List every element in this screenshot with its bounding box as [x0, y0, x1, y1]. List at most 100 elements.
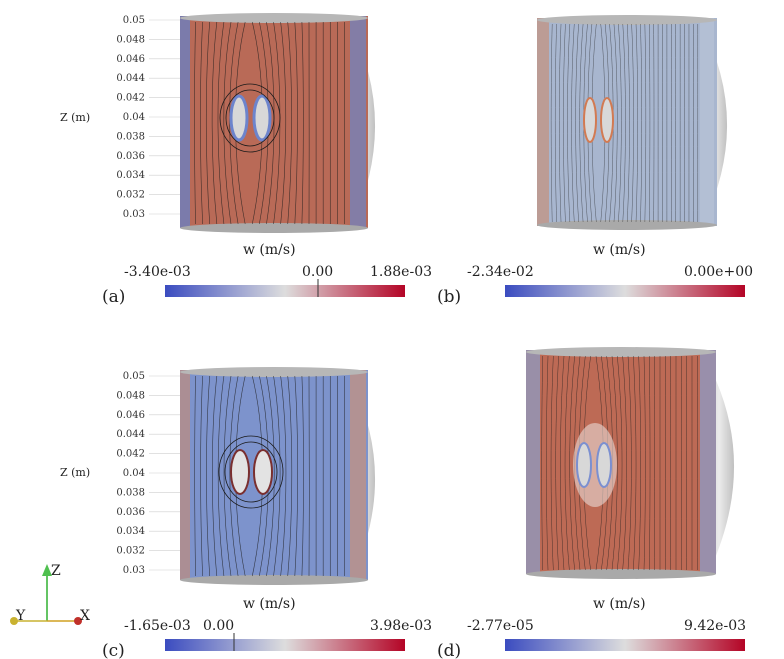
streamline: [571, 23, 575, 223]
streamline: [280, 375, 287, 577]
triad-y-label: Y: [15, 608, 26, 624]
streamline: [618, 23, 622, 223]
streamlines-c: [194, 375, 345, 577]
panel-c: 0.05 0.048 0.046 0.044 0.042 0.04 0.038 0.036 0.…: [60, 367, 432, 659]
streamline: [212, 375, 218, 577]
panel-a: 0.05 0.048 0.046 0.044 0.042 0.04 0.038 0.036 0.…: [60, 13, 432, 307]
streamline: [541, 355, 543, 571]
streamline: [546, 355, 549, 571]
colorbar-max-a: 1.88e-03: [370, 264, 432, 280]
z-tick-label: 0.04: [123, 112, 145, 123]
z-tick-label: 0.038: [116, 487, 145, 498]
panel-label-c: (c): [102, 641, 125, 659]
streamline: [229, 375, 239, 577]
droplets-d: [573, 423, 617, 507]
streamline: [622, 23, 626, 223]
panel-label-a: (a): [102, 287, 125, 307]
colorbar-max-c: 3.98e-03: [370, 618, 432, 634]
streamline: [649, 355, 651, 571]
colorbar-title-c: w (m/s): [243, 596, 296, 612]
z-tick-label: 0.032: [116, 190, 145, 201]
z-tick-label: 0.04: [123, 468, 145, 479]
streamline: [550, 23, 553, 223]
streamline: [554, 23, 557, 223]
z-tick-label: 0.044: [116, 73, 145, 84]
panel-label-d: (d): [437, 641, 461, 659]
cylinder-bottom-b: [537, 220, 717, 230]
streamline: [194, 21, 196, 225]
z-tick-label: 0.05: [123, 15, 145, 26]
streamline: [640, 23, 643, 223]
z-tick-label: 0.048: [116, 390, 145, 401]
cylinder-bottom-d: [526, 569, 716, 579]
colorbar-max-d: 9.42e-03: [684, 618, 746, 634]
streamline: [567, 23, 571, 223]
x-arrow-head-icon: [74, 617, 82, 625]
z-axis-ticks-a: 0.05 0.048 0.046 0.044 0.042 0.04 0.038 0.036 0.…: [116, 15, 180, 220]
cylinder-top-a: [180, 13, 368, 23]
colorbar-c: [165, 639, 405, 651]
streamline: [644, 23, 647, 223]
cylinder-bottom-c: [180, 575, 368, 585]
colorbar-mid-a: 0.00: [302, 264, 333, 280]
cylinder-top-c: [180, 367, 368, 377]
streamline: [638, 355, 641, 571]
streamline: [287, 21, 292, 225]
streamline: [211, 21, 218, 225]
streamline: [627, 355, 632, 571]
colorbar-min-a: -3.40e-03: [124, 264, 191, 280]
droplets-a: [219, 83, 281, 153]
z-tick-label: 0.034: [116, 170, 145, 181]
streamline: [280, 21, 287, 225]
colorbar-max-b: 0.00e+00: [684, 264, 753, 280]
colorbar-b: [505, 285, 745, 297]
streamline: [635, 23, 638, 223]
z-tick-label: 0.032: [116, 546, 145, 557]
streamline: [579, 23, 584, 223]
streamline: [611, 355, 618, 571]
droplets-b: [583, 97, 614, 143]
streamline: [205, 21, 211, 225]
streamline: [564, 355, 570, 571]
z-arrow-head-icon: [42, 564, 52, 576]
streamline: [266, 375, 275, 577]
streamline: [217, 21, 225, 225]
streamline: [569, 355, 575, 571]
z-tick-label: 0.036: [116, 507, 145, 518]
streamline: [206, 375, 211, 577]
droplets-c: [218, 435, 284, 509]
streamline: [294, 21, 298, 225]
z-tick-label: 0.05: [123, 371, 145, 382]
flow-field-b: [537, 18, 717, 226]
streamline: [617, 355, 623, 571]
streamline: [301, 375, 304, 577]
z-axis-title-c: Z (m): [60, 466, 90, 479]
colorbar-min-d: -2.77e-05: [467, 618, 534, 634]
triad-x-label: X: [80, 608, 90, 624]
z-tick-label: 0.042: [116, 449, 145, 460]
z-axis-title-a: Z (m): [60, 111, 90, 124]
z-tick-label: 0.042: [116, 93, 145, 104]
streamline: [559, 23, 562, 223]
colorbar-min-c: -1.65e-03: [124, 618, 191, 634]
streamline: [217, 375, 225, 577]
cylinder-bottom-a: [180, 223, 368, 233]
streamline: [643, 355, 646, 571]
z-tick-label: 0.034: [116, 526, 145, 537]
panel-label-b: (b): [437, 287, 461, 307]
streamline: [613, 23, 618, 223]
streamline: [194, 375, 196, 577]
z-tick-label: 0.048: [116, 34, 145, 45]
z-axis-ticks-c: 0.05 0.048 0.046 0.044 0.042 0.04 0.038 0.036 0.…: [116, 371, 180, 576]
z-tick-label: 0.036: [116, 151, 145, 162]
streamline: [555, 355, 559, 571]
panel-d: w (m/s) -2.77e-05 9.42e-03 (d): [437, 347, 746, 659]
streamline: [200, 21, 203, 225]
triad-z-label: Z: [51, 563, 61, 579]
streamline: [301, 21, 304, 225]
colorbar-mid-c: 0.00: [203, 618, 234, 634]
streamline: [575, 23, 579, 223]
streamline: [633, 355, 637, 571]
z-tick-label: 0.044: [116, 429, 145, 440]
